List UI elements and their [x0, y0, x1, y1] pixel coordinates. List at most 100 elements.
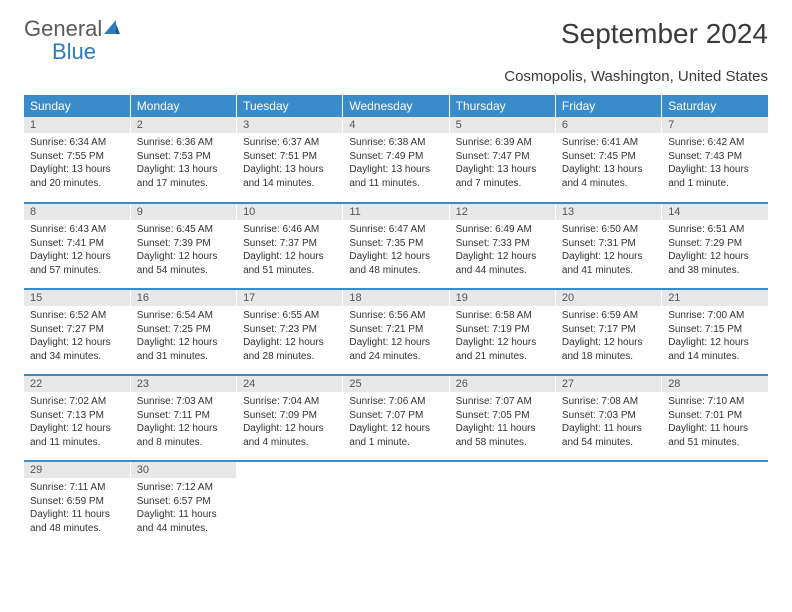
calendar-cell: 11Sunrise: 6:47 AMSunset: 7:35 PMDayligh…: [343, 203, 449, 289]
day-number: 15: [24, 290, 130, 306]
day-details: Sunrise: 6:49 AMSunset: 7:33 PMDaylight:…: [450, 220, 555, 281]
day-details: Sunrise: 6:34 AMSunset: 7:55 PMDaylight:…: [24, 133, 130, 194]
calendar-cell: 10Sunrise: 6:46 AMSunset: 7:37 PMDayligh…: [237, 203, 343, 289]
day-details: Sunrise: 6:45 AMSunset: 7:39 PMDaylight:…: [131, 220, 236, 281]
calendar-cell: 27Sunrise: 7:08 AMSunset: 7:03 PMDayligh…: [555, 375, 661, 461]
day-details: Sunrise: 6:55 AMSunset: 7:23 PMDaylight:…: [237, 306, 342, 367]
weekday-header: Sunday: [24, 95, 130, 117]
day-details: Sunrise: 6:47 AMSunset: 7:35 PMDaylight:…: [343, 220, 448, 281]
day-details: Sunrise: 7:03 AMSunset: 7:11 PMDaylight:…: [131, 392, 236, 453]
day-details: Sunrise: 6:36 AMSunset: 7:53 PMDaylight:…: [131, 133, 236, 194]
day-number: 3: [237, 117, 342, 133]
calendar-cell: 20Sunrise: 6:59 AMSunset: 7:17 PMDayligh…: [555, 289, 661, 375]
day-details: Sunrise: 6:50 AMSunset: 7:31 PMDaylight:…: [556, 220, 661, 281]
day-details: Sunrise: 6:54 AMSunset: 7:25 PMDaylight:…: [131, 306, 236, 367]
day-details: Sunrise: 6:51 AMSunset: 7:29 PMDaylight:…: [662, 220, 768, 281]
day-number: 25: [343, 376, 448, 392]
day-number: 1: [24, 117, 130, 133]
calendar-cell: 26Sunrise: 7:07 AMSunset: 7:05 PMDayligh…: [449, 375, 555, 461]
calendar-cell: 14Sunrise: 6:51 AMSunset: 7:29 PMDayligh…: [662, 203, 768, 289]
day-number: 8: [24, 204, 130, 220]
calendar-cell: 18Sunrise: 6:56 AMSunset: 7:21 PMDayligh…: [343, 289, 449, 375]
day-number: 6: [556, 117, 661, 133]
day-number: 29: [24, 462, 130, 478]
calendar-cell: [555, 461, 661, 547]
page-title: September 2024: [561, 18, 768, 50]
day-number: 18: [343, 290, 448, 306]
calendar-cell: 2Sunrise: 6:36 AMSunset: 7:53 PMDaylight…: [130, 117, 236, 203]
calendar-cell: [237, 461, 343, 547]
day-details: Sunrise: 6:38 AMSunset: 7:49 PMDaylight:…: [343, 133, 448, 194]
day-details: Sunrise: 6:37 AMSunset: 7:51 PMDaylight:…: [237, 133, 342, 194]
day-number: 2: [131, 117, 236, 133]
day-number: 14: [662, 204, 768, 220]
day-number: 23: [131, 376, 236, 392]
day-number: 16: [131, 290, 236, 306]
calendar-cell: 24Sunrise: 7:04 AMSunset: 7:09 PMDayligh…: [237, 375, 343, 461]
weekday-header: Monday: [130, 95, 236, 117]
day-details: Sunrise: 6:41 AMSunset: 7:45 PMDaylight:…: [556, 133, 661, 194]
day-number: 17: [237, 290, 342, 306]
day-number: 22: [24, 376, 130, 392]
calendar-cell: 8Sunrise: 6:43 AMSunset: 7:41 PMDaylight…: [24, 203, 130, 289]
day-details: Sunrise: 6:42 AMSunset: 7:43 PMDaylight:…: [662, 133, 768, 194]
calendar-cell: 12Sunrise: 6:49 AMSunset: 7:33 PMDayligh…: [449, 203, 555, 289]
calendar-cell: 7Sunrise: 6:42 AMSunset: 7:43 PMDaylight…: [662, 117, 768, 203]
weekday-header: Tuesday: [237, 95, 343, 117]
calendar-cell: 22Sunrise: 7:02 AMSunset: 7:13 PMDayligh…: [24, 375, 130, 461]
calendar-cell: 28Sunrise: 7:10 AMSunset: 7:01 PMDayligh…: [662, 375, 768, 461]
day-details: Sunrise: 7:00 AMSunset: 7:15 PMDaylight:…: [662, 306, 768, 367]
day-details: Sunrise: 7:02 AMSunset: 7:13 PMDaylight:…: [24, 392, 130, 453]
weekday-header: Wednesday: [343, 95, 449, 117]
calendar-cell: 1Sunrise: 6:34 AMSunset: 7:55 PMDaylight…: [24, 117, 130, 203]
day-details: Sunrise: 6:43 AMSunset: 7:41 PMDaylight:…: [24, 220, 130, 281]
day-details: Sunrise: 7:11 AMSunset: 6:59 PMDaylight:…: [24, 478, 130, 539]
calendar-cell: 5Sunrise: 6:39 AMSunset: 7:47 PMDaylight…: [449, 117, 555, 203]
calendar-cell: [343, 461, 449, 547]
day-number: 13: [556, 204, 661, 220]
calendar-cell: 4Sunrise: 6:38 AMSunset: 7:49 PMDaylight…: [343, 117, 449, 203]
day-number: 5: [450, 117, 555, 133]
day-details: Sunrise: 6:52 AMSunset: 7:27 PMDaylight:…: [24, 306, 130, 367]
calendar-cell: 6Sunrise: 6:41 AMSunset: 7:45 PMDaylight…: [555, 117, 661, 203]
calendar-cell: 9Sunrise: 6:45 AMSunset: 7:39 PMDaylight…: [130, 203, 236, 289]
day-number: 9: [131, 204, 236, 220]
weekday-header: Friday: [555, 95, 661, 117]
day-details: Sunrise: 6:58 AMSunset: 7:19 PMDaylight:…: [450, 306, 555, 367]
logo-sail-icon: [102, 18, 122, 41]
day-number: 21: [662, 290, 768, 306]
calendar-cell: 16Sunrise: 6:54 AMSunset: 7:25 PMDayligh…: [130, 289, 236, 375]
calendar-cell: 23Sunrise: 7:03 AMSunset: 7:11 PMDayligh…: [130, 375, 236, 461]
calendar-cell: [662, 461, 768, 547]
location-subtitle: Cosmopolis, Washington, United States: [24, 68, 768, 85]
calendar-cell: 13Sunrise: 6:50 AMSunset: 7:31 PMDayligh…: [555, 203, 661, 289]
calendar-cell: 21Sunrise: 7:00 AMSunset: 7:15 PMDayligh…: [662, 289, 768, 375]
day-number: 10: [237, 204, 342, 220]
day-details: Sunrise: 7:10 AMSunset: 7:01 PMDaylight:…: [662, 392, 768, 453]
day-number: 27: [556, 376, 661, 392]
logo-word1: General: [24, 16, 102, 41]
day-number: 11: [343, 204, 448, 220]
calendar-table: SundayMondayTuesdayWednesdayThursdayFrid…: [24, 95, 768, 547]
calendar-cell: 29Sunrise: 7:11 AMSunset: 6:59 PMDayligh…: [24, 461, 130, 547]
day-details: Sunrise: 6:39 AMSunset: 7:47 PMDaylight:…: [450, 133, 555, 194]
calendar-cell: 3Sunrise: 6:37 AMSunset: 7:51 PMDaylight…: [237, 117, 343, 203]
day-details: Sunrise: 7:04 AMSunset: 7:09 PMDaylight:…: [237, 392, 342, 453]
calendar-cell: [449, 461, 555, 547]
day-number: 26: [450, 376, 555, 392]
day-details: Sunrise: 7:12 AMSunset: 6:57 PMDaylight:…: [131, 478, 236, 539]
day-number: 30: [131, 462, 236, 478]
day-details: Sunrise: 6:59 AMSunset: 7:17 PMDaylight:…: [556, 306, 661, 367]
logo-word2: Blue: [24, 39, 96, 64]
day-details: Sunrise: 6:56 AMSunset: 7:21 PMDaylight:…: [343, 306, 448, 367]
calendar-cell: 19Sunrise: 6:58 AMSunset: 7:19 PMDayligh…: [449, 289, 555, 375]
day-number: 4: [343, 117, 448, 133]
calendar-cell: 15Sunrise: 6:52 AMSunset: 7:27 PMDayligh…: [24, 289, 130, 375]
day-number: 28: [662, 376, 768, 392]
day-details: Sunrise: 7:07 AMSunset: 7:05 PMDaylight:…: [450, 392, 555, 453]
logo: General Blue: [24, 18, 122, 64]
day-number: 12: [450, 204, 555, 220]
calendar-cell: 30Sunrise: 7:12 AMSunset: 6:57 PMDayligh…: [130, 461, 236, 547]
weekday-header: Thursday: [449, 95, 555, 117]
day-number: 24: [237, 376, 342, 392]
